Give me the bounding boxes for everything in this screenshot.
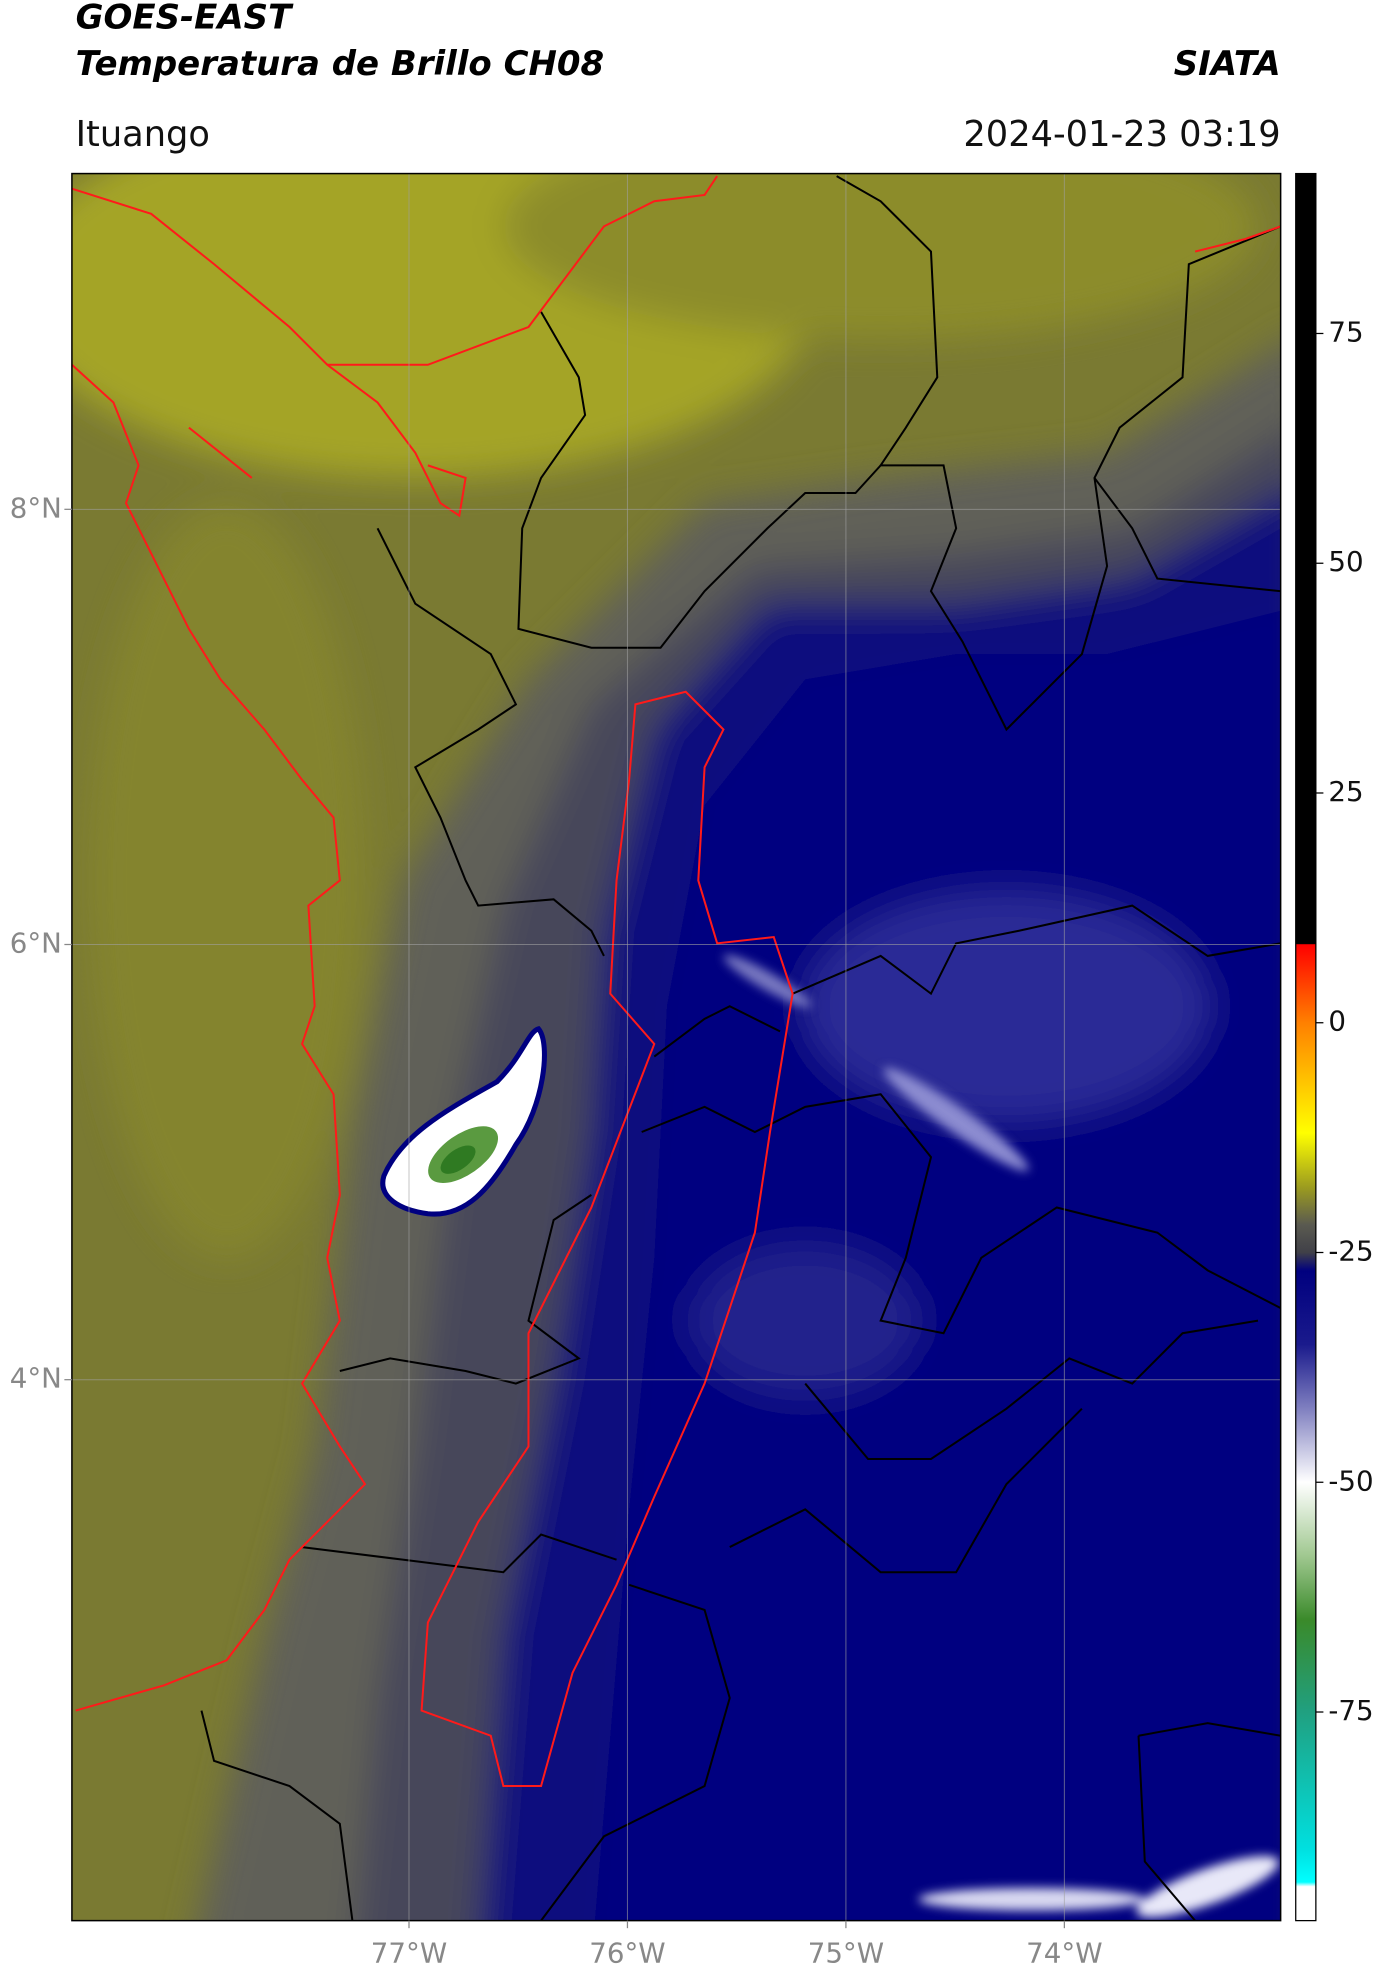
- colorbar-tick-label: 25: [1328, 775, 1363, 808]
- coastline: [71, 187, 467, 518]
- colorbar-tick-label: 75: [1328, 315, 1363, 348]
- border: [641, 1093, 1281, 1335]
- lat-tick-label: 8°N: [10, 491, 62, 524]
- colorbar-tick-label: 0: [1328, 1005, 1346, 1038]
- title: GOES-EAST: [76, 0, 294, 37]
- cold-area: [692, 1245, 919, 1397]
- cold-area: [805, 893, 1208, 1120]
- lon-tick-label: 75°W: [808, 1937, 884, 1970]
- border: [792, 904, 1281, 996]
- convective-cell: [380, 1026, 547, 1217]
- border: [200, 1710, 354, 1921]
- border: [339, 1194, 592, 1385]
- border: [1138, 1722, 1281, 1737]
- coldest-core: [440, 1145, 476, 1174]
- colorbar-tick-label: -75: [1328, 1694, 1373, 1727]
- colorbar: [1295, 172, 1317, 1922]
- cold-top: [380, 1026, 547, 1217]
- lon-tick-label: 77°W: [371, 1937, 447, 1970]
- streak: [883, 1067, 1029, 1171]
- border: [1093, 477, 1281, 593]
- lat-tick-label: 4°N: [10, 1362, 62, 1395]
- lon-tick-label: 76°W: [589, 1937, 665, 1970]
- graticule: [71, 173, 1281, 1921]
- warm-area: [88, 503, 365, 1258]
- lon-tick-label: 74°W: [1026, 1937, 1102, 1970]
- border: [376, 527, 605, 957]
- colorbar-tick-label: -25: [1328, 1235, 1373, 1268]
- coastline: [188, 426, 253, 479]
- coastline-and-region: [71, 175, 1281, 1788]
- borders: [200, 175, 1281, 1921]
- border: [1137, 1735, 1196, 1921]
- border: [540, 1583, 731, 1921]
- colorbar-tick-label: -50: [1328, 1464, 1373, 1497]
- streak: [1136, 1856, 1279, 1918]
- map-frame: [71, 172, 1282, 1922]
- colorbar-tick-label: 50: [1328, 545, 1363, 578]
- border: [836, 175, 1281, 732]
- source: SIATA: [1174, 44, 1281, 84]
- warm-area: [503, 173, 1258, 340]
- streak: [918, 1887, 1145, 1911]
- lat-tick-label: 6°N: [10, 927, 62, 960]
- border: [729, 1407, 1083, 1574]
- coastline: [1194, 225, 1281, 253]
- map-field: [71, 173, 1281, 1921]
- border: [653, 1005, 781, 1058]
- coastline: [327, 175, 718, 366]
- datetime: 2024-01-23 03:19: [963, 114, 1280, 155]
- coastline: [71, 364, 367, 1712]
- cloud-streaks: [723, 954, 1279, 1918]
- location: Ituango: [76, 114, 210, 155]
- border: [517, 311, 882, 649]
- temperature-field: [71, 173, 1281, 1921]
- subtitle: Temperatura de Brillo CH08: [76, 44, 604, 84]
- streak: [723, 954, 812, 1008]
- border: [301, 1533, 617, 1574]
- border: [804, 1319, 1259, 1461]
- antioquia-outline: [420, 690, 794, 1788]
